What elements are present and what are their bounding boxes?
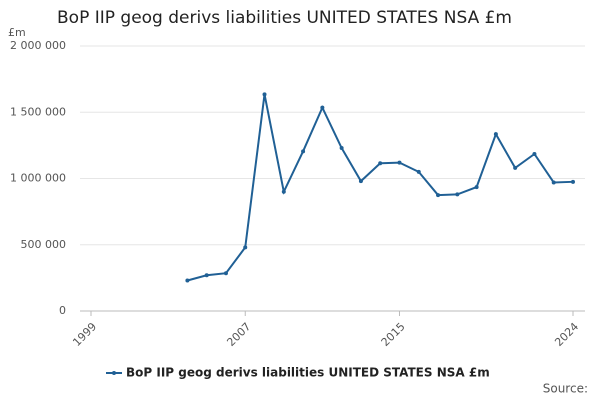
y-tick-label: 1 000 000 — [10, 172, 66, 185]
y-unit-label: £m — [8, 26, 26, 39]
y-tick-label: 500 000 — [21, 238, 67, 251]
data-point — [281, 189, 286, 194]
data-point — [320, 105, 325, 110]
data-point — [493, 132, 498, 137]
x-tick-label: 2015 — [379, 320, 408, 349]
x-tick-label: 2007 — [224, 320, 253, 349]
data-point — [339, 146, 344, 151]
data-point — [185, 278, 190, 283]
data-point — [204, 273, 209, 278]
data-point — [378, 161, 383, 166]
y-tick-label: 0 — [59, 304, 66, 317]
data-point — [551, 180, 556, 185]
data-point — [262, 92, 267, 97]
data-point — [474, 185, 479, 190]
data-point — [223, 271, 228, 276]
data-point — [397, 160, 402, 165]
data-point — [358, 179, 363, 184]
data-point — [455, 192, 460, 197]
data-point — [513, 165, 518, 170]
chart-title: BoP IIP geog derivs liabilities UNITED S… — [57, 8, 512, 28]
data-point — [301, 149, 306, 154]
data-point — [571, 179, 575, 184]
legend-swatch-dot — [112, 371, 116, 375]
source-label: Source: — [543, 382, 588, 396]
legend-label: BoP IIP geog derivs liabilities UNITED S… — [126, 366, 490, 380]
data-point — [436, 193, 441, 198]
y-tick-label: 2 000 000 — [10, 39, 66, 52]
data-point — [416, 169, 421, 174]
data-point — [243, 245, 248, 250]
x-tick-label: 2024 — [552, 320, 581, 349]
x-tick-label: 1999 — [70, 320, 99, 349]
y-tick-label: 1 500 000 — [10, 105, 66, 118]
data-point — [532, 151, 537, 156]
series-line — [187, 94, 574, 282]
